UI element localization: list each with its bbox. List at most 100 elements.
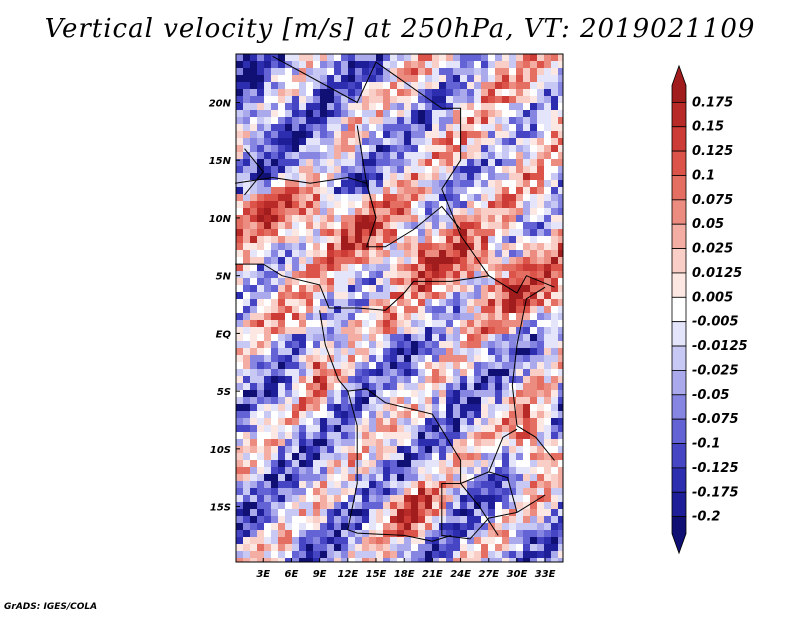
heatmap-cell (411, 194, 419, 202)
heatmap-cell (411, 390, 419, 398)
heatmap-cell (250, 537, 258, 545)
heatmap-cell (369, 383, 377, 391)
heatmap-cell (495, 453, 503, 461)
heatmap-cell (460, 138, 468, 146)
heatmap-cell (271, 61, 279, 69)
heatmap-cell (278, 558, 286, 563)
heatmap-cell (516, 61, 524, 69)
heatmap-cell (509, 222, 517, 230)
heatmap-cell (292, 208, 300, 216)
heatmap-cell (243, 89, 251, 97)
heatmap-cell (327, 271, 335, 279)
heatmap-cell (299, 187, 307, 195)
heatmap-cell (474, 348, 482, 356)
heatmap-cell (537, 320, 545, 328)
heatmap-cell (558, 257, 564, 265)
colorbar-segment (671, 101, 687, 128)
heatmap-cell (397, 180, 405, 188)
heatmap-cell (537, 264, 545, 272)
heatmap-cell (523, 516, 531, 524)
heatmap-cell (425, 201, 433, 209)
heatmap-cell (299, 82, 307, 90)
heatmap-cell (355, 376, 363, 384)
heatmap-cell (383, 544, 391, 552)
heatmap-cell (327, 229, 335, 237)
heatmap-cell (495, 383, 503, 391)
heatmap-cell (278, 75, 286, 83)
heatmap-cell (453, 159, 461, 167)
heatmap-cell (369, 299, 377, 307)
heatmap-cell (488, 61, 496, 69)
heatmap-cell (341, 474, 349, 482)
heatmap-cell (278, 362, 286, 370)
heatmap-cell (467, 278, 475, 286)
heatmap-cell (271, 383, 279, 391)
heatmap-cell (418, 306, 426, 314)
heatmap-cell (334, 222, 342, 230)
heatmap-cell (544, 341, 552, 349)
heatmap-cell (334, 229, 342, 237)
heatmap-cell (285, 439, 293, 447)
heatmap-cell (334, 544, 342, 552)
heatmap-cell (467, 432, 475, 440)
heatmap-cell (369, 425, 377, 433)
heatmap-cell (292, 502, 300, 510)
heatmap-cell (474, 166, 482, 174)
heatmap-cell (271, 320, 279, 328)
heatmap-cell (334, 68, 342, 76)
heatmap-cell (320, 509, 328, 517)
heatmap-cell (446, 208, 454, 216)
heatmap-cell (243, 551, 251, 559)
heatmap-cell (257, 488, 265, 496)
heatmap-cell (271, 327, 279, 335)
heatmap-cell (292, 180, 300, 188)
heatmap-cell (320, 222, 328, 230)
heatmap-cell (432, 418, 440, 426)
heatmap-cell (376, 54, 384, 62)
heatmap-cell (250, 460, 258, 468)
heatmap-cell (341, 327, 349, 335)
heatmap-cell (341, 243, 349, 251)
heatmap-cell (509, 117, 517, 125)
heatmap-cell (495, 523, 503, 531)
heatmap-cell (453, 348, 461, 356)
heatmap-cell (516, 75, 524, 83)
heatmap-cell (327, 327, 335, 335)
heatmap-cell (439, 89, 447, 97)
heatmap-cell (411, 180, 419, 188)
heatmap-cell (243, 299, 251, 307)
heatmap-cell (390, 75, 398, 83)
heatmap-cell (306, 551, 314, 559)
heatmap-cell (516, 138, 524, 146)
heatmap-cell (257, 376, 265, 384)
heatmap-cell (467, 411, 475, 419)
heatmap-cell (250, 502, 258, 510)
heatmap-cell (481, 117, 489, 125)
heatmap-cell (558, 404, 564, 412)
heatmap-cell (383, 82, 391, 90)
heatmap-cell (334, 502, 342, 510)
heatmap-cell (306, 215, 314, 223)
heatmap-cell (383, 439, 391, 447)
heatmap-cell (250, 432, 258, 440)
heatmap-cell (530, 418, 538, 426)
heatmap-cell (488, 537, 496, 545)
heatmap-cell (544, 187, 552, 195)
heatmap-cell (439, 453, 447, 461)
heatmap-cell (474, 460, 482, 468)
heatmap-cell (530, 243, 538, 251)
heatmap-cell (453, 145, 461, 153)
heatmap-cell (299, 488, 307, 496)
heatmap-cell (425, 460, 433, 468)
heatmap-cell (523, 285, 531, 293)
heatmap-cell (558, 320, 564, 328)
heatmap-cell (397, 299, 405, 307)
heatmap-cell (495, 530, 503, 538)
heatmap-cell (369, 110, 377, 118)
heatmap-cell (397, 418, 405, 426)
heatmap-cell (411, 544, 419, 552)
heatmap-cell (439, 376, 447, 384)
heatmap-cell (355, 152, 363, 160)
heatmap-cell (362, 348, 370, 356)
heatmap-cell (355, 138, 363, 146)
